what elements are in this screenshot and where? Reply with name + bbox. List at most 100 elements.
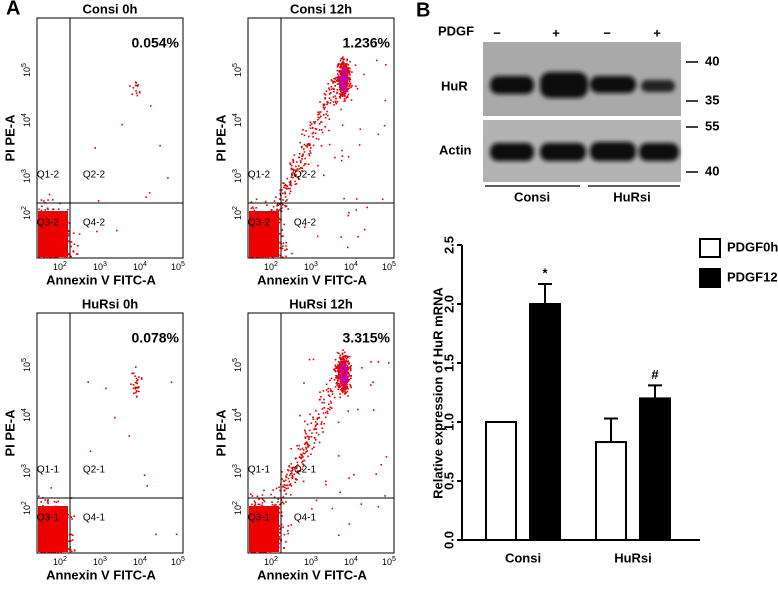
event-dot: [259, 523, 261, 525]
event-dot: [47, 239, 49, 242]
event-dot: [343, 84, 346, 86]
tick-exponent: 2: [232, 501, 239, 505]
event-dot: [250, 545, 252, 548]
event-dot: [276, 240, 279, 242]
event-dot: [269, 216, 272, 218]
event-dot: [42, 215, 45, 217]
event-dot: [49, 253, 52, 256]
event-dot: [277, 525, 280, 527]
event-dot: [273, 200, 276, 202]
event-dot: [258, 234, 260, 237]
event-dot: [305, 448, 308, 450]
tick-label: 103: [232, 169, 244, 183]
event-dot: [255, 544, 258, 547]
event-dot: [135, 92, 138, 95]
event-dot: [262, 215, 264, 218]
event-dot: [340, 362, 342, 364]
event-dot: [287, 525, 290, 527]
event-dot: [58, 250, 61, 253]
event-dot: [63, 247, 66, 249]
event-dot: [46, 532, 49, 534]
event-dot: [249, 255, 251, 258]
event-dot: [338, 385, 340, 388]
quadrant-percent: 3.315%: [343, 330, 391, 346]
event-dot: [61, 527, 64, 530]
event-dot: [49, 519, 52, 522]
event-dot: [318, 441, 321, 444]
event-dot: [335, 374, 337, 377]
event-dot: [257, 503, 260, 506]
event-dot: [254, 551, 256, 553]
event-dot: [335, 97, 337, 100]
event-dot: [38, 520, 41, 522]
event-dot: [274, 543, 277, 546]
event-dot: [47, 222, 49, 224]
event-dot: [260, 247, 263, 249]
event-dot: [60, 527, 63, 530]
event-dot: [249, 517, 252, 520]
event-dot: [252, 523, 254, 526]
event-dot: [54, 527, 56, 530]
event-dot: [286, 185, 289, 188]
event-dot: [324, 416, 327, 419]
event-dot: [357, 408, 359, 411]
event-dot: [254, 227, 256, 230]
event-dot: [52, 208, 54, 211]
event-dot: [59, 533, 61, 535]
event-dot: [131, 372, 133, 375]
event-dot: [254, 248, 256, 251]
event-dot: [256, 543, 258, 546]
event-dot: [274, 535, 276, 537]
event-dot: [249, 528, 251, 530]
event-dot: [56, 518, 59, 520]
event-dot: [261, 546, 264, 548]
event-dot: [57, 255, 60, 257]
event-dot: [105, 387, 107, 390]
event-dot: [58, 245, 60, 248]
event-dot: [45, 253, 47, 256]
event-dot: [50, 525, 52, 527]
event-dot: [258, 256, 260, 259]
event-dot: [42, 253, 44, 256]
event-dot: [274, 538, 277, 541]
event-dot: [340, 361, 342, 363]
event-dot: [43, 254, 45, 257]
event-dot: [346, 356, 349, 359]
event-dot: [259, 249, 261, 252]
event-dot: [284, 249, 286, 251]
event-dot: [261, 252, 263, 255]
event-dot: [292, 475, 294, 478]
tick-exponent: 3: [21, 169, 28, 173]
event-dot: [311, 432, 313, 434]
event-dot: [258, 233, 261, 235]
event-dot: [278, 486, 280, 488]
event-dot: [280, 511, 283, 514]
event-dot: [304, 443, 306, 446]
event-dot: [54, 546, 57, 549]
tick-label: 102: [264, 261, 278, 273]
event-dot: [346, 79, 348, 82]
event-dot: [342, 89, 345, 92]
event-dot: [372, 381, 374, 383]
event-dot: [350, 368, 352, 371]
event-dot: [149, 105, 152, 107]
event-dot: [136, 386, 138, 389]
event-dot: [55, 219, 57, 221]
event-dot: [54, 236, 57, 238]
quadrant-label: Q4-2: [83, 218, 106, 229]
event-dot: [57, 500, 60, 503]
event-dot: [330, 402, 333, 404]
event-dot: [53, 546, 56, 549]
event-dot: [52, 511, 54, 514]
event-dot: [346, 74, 348, 77]
event-dot: [61, 531, 63, 533]
event-dot: [53, 520, 56, 523]
event-dot: [312, 144, 315, 147]
event-dot: [342, 94, 344, 96]
event-dot: [290, 485, 293, 487]
event-dot: [315, 428, 317, 430]
event-dot: [64, 253, 66, 255]
event-dot: [282, 235, 284, 237]
event-dot: [114, 416, 116, 419]
event-dot: [61, 252, 63, 254]
